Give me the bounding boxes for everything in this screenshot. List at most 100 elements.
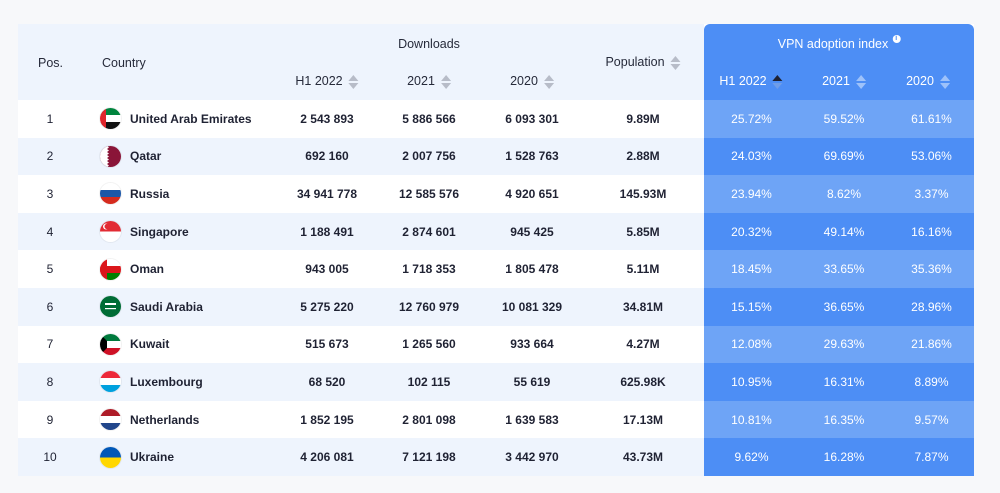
row-position: 7 xyxy=(46,337,54,352)
country-name: Netherlands xyxy=(130,412,200,427)
country-name: United Arab Emirates xyxy=(130,111,252,126)
row-country: United Arab Emirates xyxy=(100,100,270,138)
cell-dl-2021: 2 801 098 xyxy=(402,412,456,427)
sort-vpn-2021[interactable]: 2021 xyxy=(822,74,866,89)
sort-downloads-2020[interactable]: 2020 xyxy=(510,74,554,89)
cell-vpn-2021: 59.52% xyxy=(823,111,865,126)
table-header-background xyxy=(18,24,704,100)
row-position: 10 xyxy=(43,450,57,465)
table-row: 5 Oman 943 005 1 718 353 1 805 478 5.11M 18.… xyxy=(18,250,974,288)
country-name: Singapore xyxy=(130,224,189,239)
vpn-row-background xyxy=(704,175,974,213)
cell-dl-h1-2022: 515 673 xyxy=(305,337,349,352)
cell-dl-2020: 1 639 583 xyxy=(505,412,559,427)
row-country: Netherlands xyxy=(100,401,270,439)
header-vpn-h1-2022: H1 2022 xyxy=(719,74,767,88)
cell-dl-2021: 12 585 576 xyxy=(398,186,460,201)
table-row: 2 Qatar 692 160 2 007 756 1 528 763 2.88M 24… xyxy=(18,137,974,176)
vpn-row-background xyxy=(704,363,974,401)
table-row: 4 Singapore 1 188 491 2 874 601 945 425 5.8… xyxy=(18,212,974,251)
cell-vpn-2020: 35.36% xyxy=(911,262,952,277)
sort-downloads-2021[interactable]: 2021 xyxy=(407,74,451,89)
cell-dl-h1-2022: 2 543 893 xyxy=(300,111,354,126)
header-vpn-2020: 2020 xyxy=(906,74,934,88)
cell-vpn-h1-2022: 15.15% xyxy=(731,299,772,314)
header-pos: Pos. xyxy=(38,56,64,70)
cell-dl-2021: 1 718 353 xyxy=(402,262,456,277)
header-vpn-2021: 2021 xyxy=(822,74,850,88)
cell-dl-2021: 102 115 xyxy=(407,374,451,389)
cell-vpn-h1-2022: 23.94% xyxy=(731,186,772,201)
table-row: 7 Kuwait 515 673 1 265 560 933 664 4.27M 12.… xyxy=(18,325,974,364)
row-background xyxy=(18,363,704,401)
cell-population: 625.98K xyxy=(620,374,666,389)
cell-vpn-h1-2022: 12.08% xyxy=(731,337,772,352)
table-row: 3 Russia 34 941 778 12 585 576 4 920 651 14… xyxy=(18,175,974,213)
cell-vpn-h1-2022: 18.45% xyxy=(731,262,772,277)
cell-population: 5.11M xyxy=(626,262,660,277)
sort-arrows-icon xyxy=(855,74,866,89)
sort-arrows-icon xyxy=(348,74,359,89)
header-vpn-adoption-index: VPN adoption index i xyxy=(777,35,901,51)
cell-vpn-h1-2022: 10.95% xyxy=(731,374,772,389)
luxembourg-flag-icon xyxy=(100,371,121,393)
country-name: Qatar xyxy=(130,149,162,164)
cell-vpn-2021: 16.28% xyxy=(823,450,865,465)
country-name: Oman xyxy=(130,262,165,277)
cell-dl-h1-2022: 5 275 220 xyxy=(300,299,354,314)
cell-dl-h1-2022: 1 188 491 xyxy=(300,224,354,239)
row-country: Saudi Arabia xyxy=(100,288,270,326)
cell-vpn-2021: 36.65% xyxy=(823,299,865,314)
sort-vpn-2020[interactable]: 2020 xyxy=(906,74,950,89)
cell-vpn-2020: 16.16% xyxy=(911,224,952,239)
table-row: 6 Saudi Arabia 5 275 220 12 760 979 10 081… xyxy=(18,288,974,326)
vpn-row-background xyxy=(704,288,974,326)
cell-population: 4.27M xyxy=(626,337,660,352)
header-vpn-title: VPN adoption index xyxy=(777,37,889,51)
oman-flag-icon xyxy=(100,258,121,280)
cell-dl-2021: 2 007 756 xyxy=(402,149,456,164)
cell-vpn-h1-2022: 25.72% xyxy=(731,111,772,126)
cell-dl-2020: 1 528 763 xyxy=(505,149,559,164)
vpn-row-background xyxy=(704,212,974,251)
vpn-row-background xyxy=(704,325,974,364)
cell-vpn-h1-2022: 24.03% xyxy=(731,149,772,164)
header-country: Country xyxy=(102,56,146,70)
ukraine-flag-icon xyxy=(100,446,121,468)
netherlands-flag-icon xyxy=(100,409,121,431)
sort-population[interactable]: Population xyxy=(605,55,681,70)
cell-dl-2021: 5 886 566 xyxy=(402,111,456,126)
cell-dl-2020: 55 619 xyxy=(513,374,551,389)
kuwait-flag-icon xyxy=(100,333,121,355)
cell-vpn-2021: 49.14% xyxy=(823,224,865,239)
row-background xyxy=(18,438,704,476)
row-country: Luxembourg xyxy=(100,363,270,401)
country-name: Russia xyxy=(130,186,170,201)
country-name: Ukraine xyxy=(130,450,175,465)
row-position: 6 xyxy=(46,299,54,314)
russia-flag-icon xyxy=(100,183,121,205)
cell-population: 2.88M xyxy=(626,149,660,164)
sort-downloads-h1-2022[interactable]: H1 2022 xyxy=(295,74,359,89)
table-row: 1 United Arab Emirates 2 543 893 5 886 56… xyxy=(18,100,974,138)
table-row: 9 Netherlands 1 852 195 2 801 098 1 639 58… xyxy=(18,400,974,439)
cell-dl-h1-2022: 68 520 xyxy=(308,374,346,389)
cell-population: 5.85M xyxy=(626,224,660,239)
sort-arrows-icon xyxy=(440,74,451,89)
cell-dl-2020: 945 425 xyxy=(510,224,554,239)
sort-arrows-icon xyxy=(772,74,783,89)
vpn-row-background xyxy=(704,100,974,138)
cell-vpn-2021: 16.35% xyxy=(823,412,865,427)
cell-vpn-2020: 3.37% xyxy=(914,186,949,201)
sort-arrows-icon xyxy=(939,74,950,89)
cell-dl-2021: 7 121 198 xyxy=(402,450,456,465)
cell-vpn-h1-2022: 10.81% xyxy=(731,412,772,427)
row-background xyxy=(18,212,704,251)
cell-dl-2020: 933 664 xyxy=(510,337,554,352)
info-icon[interactable]: i xyxy=(892,35,901,43)
sort-vpn-h1-2022[interactable]: H1 2022 xyxy=(719,74,783,89)
cell-vpn-2021: 69.69% xyxy=(823,149,865,164)
cell-vpn-2021: 33.65% xyxy=(823,262,865,277)
vpn-row-background xyxy=(704,438,974,476)
cell-vpn-2020: 53.06% xyxy=(911,149,952,164)
